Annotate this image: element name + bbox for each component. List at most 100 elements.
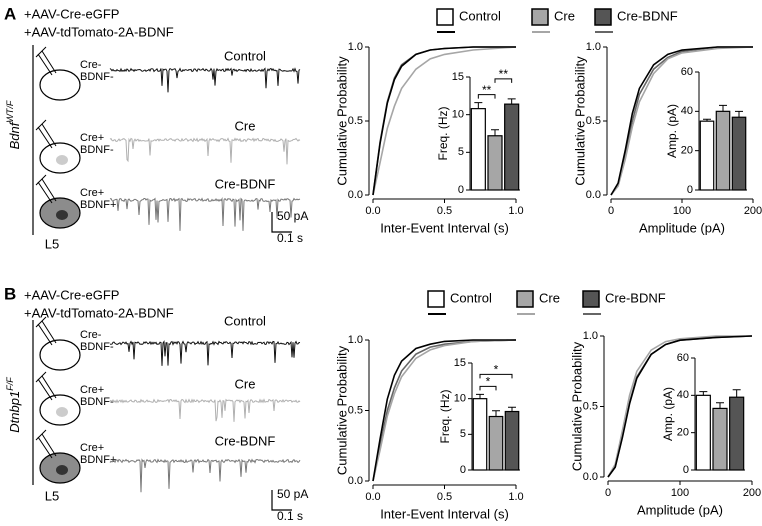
cdf-line	[610, 46, 753, 196]
cell-label: BDNF-	[80, 144, 114, 156]
cell-label: Cre-	[80, 59, 102, 71]
legend-label: Cre	[539, 290, 560, 305]
bar	[729, 396, 745, 471]
x-axis-label: Amplitude (pA)	[639, 220, 725, 235]
trace-label: Cre	[235, 376, 256, 391]
sig-label: **	[482, 83, 492, 97]
trace	[109, 196, 301, 231]
sig-bracket	[479, 373, 513, 379]
bar	[487, 135, 503, 191]
legend-label: Cre-BDNF	[605, 290, 666, 305]
y-tick-label: 0.5	[583, 400, 598, 412]
sig-bracket	[479, 385, 497, 391]
allele: WT/F	[5, 100, 15, 122]
bar	[472, 398, 488, 471]
cdf-line	[372, 46, 516, 196]
sig-label: **	[499, 67, 509, 81]
y-axis-label: Cumulative Probability	[572, 56, 587, 186]
x-tick-label: 200	[743, 487, 761, 499]
trace-label: Control	[224, 48, 266, 63]
scale-label: 0.1 s	[277, 509, 303, 523]
y-tick-label: 10	[452, 109, 464, 121]
cell-label: Cre-	[80, 329, 102, 341]
x-tick-label: 100	[673, 205, 691, 217]
x-axis-label: Amplitude (pA)	[637, 502, 723, 517]
sig-label: *	[494, 363, 499, 377]
bar	[715, 110, 731, 191]
bar	[712, 407, 728, 471]
cdf-line	[610, 46, 754, 196]
bar	[488, 415, 504, 471]
pipette	[35, 371, 57, 401]
cell-label: BDNF+	[80, 199, 116, 211]
allele: F/F	[5, 377, 15, 391]
error-bar	[476, 393, 484, 399]
y-tick-label: 0.0	[586, 189, 601, 201]
cell-label: BDNF-	[80, 341, 114, 353]
legend-label: Control	[450, 290, 492, 305]
legend-swatch	[531, 8, 549, 26]
scale-label: 50 pA	[277, 487, 308, 501]
y-tick-label: 20	[677, 427, 689, 439]
x-tick-label: 200	[744, 205, 762, 217]
scale-bar	[271, 212, 292, 233]
genotype: Dtnbp1F/F	[5, 377, 22, 433]
construct: +AAV-tdTomato-2A-BDNF	[24, 24, 174, 39]
y-tick-label: 5	[460, 428, 466, 440]
error-bar	[735, 110, 743, 118]
y-axis-label: Freq. (Hz)	[438, 389, 452, 443]
y-axis-label: Amp. (pA)	[665, 104, 679, 158]
legend-label: Cre-BDNF	[617, 8, 678, 23]
y-tick-label: 0.5	[586, 115, 601, 127]
error-bar	[474, 102, 483, 109]
bar	[504, 410, 520, 471]
gene: Dtnbp1	[7, 391, 22, 433]
error-bar	[491, 129, 499, 136]
cell-label: BDNF+	[80, 454, 116, 466]
y-tick-label: 1.0	[348, 41, 363, 53]
cell-label: BDNF-	[80, 71, 114, 83]
cell	[39, 339, 81, 371]
legend-swatch	[436, 8, 454, 26]
y-tick-label: 0	[460, 464, 466, 476]
x-axis-label: Inter-Event Interval (s)	[380, 220, 509, 235]
x-tick-label: 0.0	[365, 205, 380, 217]
y-tick-label: 0	[458, 184, 464, 196]
legend-swatch	[516, 290, 534, 308]
x-tick-label: 0.5	[437, 205, 452, 217]
x-tick-label: 0	[608, 205, 614, 217]
legend-label: Control	[459, 8, 501, 23]
sig-bracket	[494, 78, 513, 83]
scale-label: 0.1 s	[277, 231, 303, 245]
nucleus	[56, 155, 68, 165]
y-tick-label: 5	[458, 146, 464, 158]
legend-swatch	[594, 8, 612, 26]
trace	[109, 340, 301, 366]
x-tick-label: 0.5	[437, 491, 452, 503]
cdf-line	[372, 339, 516, 482]
error-bar	[699, 391, 708, 396]
bar	[699, 120, 715, 191]
x-tick-label: 0	[605, 487, 611, 499]
y-axis-label: Cumulative Probability	[569, 341, 584, 471]
y-tick-label: 0.0	[583, 471, 598, 483]
gene: Bdnf	[7, 121, 22, 149]
cdf-line	[372, 339, 517, 482]
y-tick-label: 20	[681, 145, 693, 157]
y-tick-label: 15	[452, 71, 464, 83]
error-bar	[732, 389, 741, 398]
y-tick-label: 0.5	[348, 404, 363, 416]
error-bar	[492, 410, 500, 417]
cell-label: Cre+	[80, 442, 104, 454]
y-tick-label: 0.0	[348, 475, 363, 487]
pipette	[35, 174, 57, 204]
x-tick-label: 1.0	[508, 205, 523, 217]
y-axis-label: Freq. (Hz)	[436, 106, 450, 160]
pipette	[35, 316, 57, 346]
genotype: BdnfWT/F	[5, 100, 22, 149]
error-bar	[508, 406, 516, 412]
trace-label: Cre-BDNF	[215, 176, 276, 191]
cell-label: Cre+	[80, 132, 104, 144]
y-tick-label: 40	[677, 389, 689, 401]
